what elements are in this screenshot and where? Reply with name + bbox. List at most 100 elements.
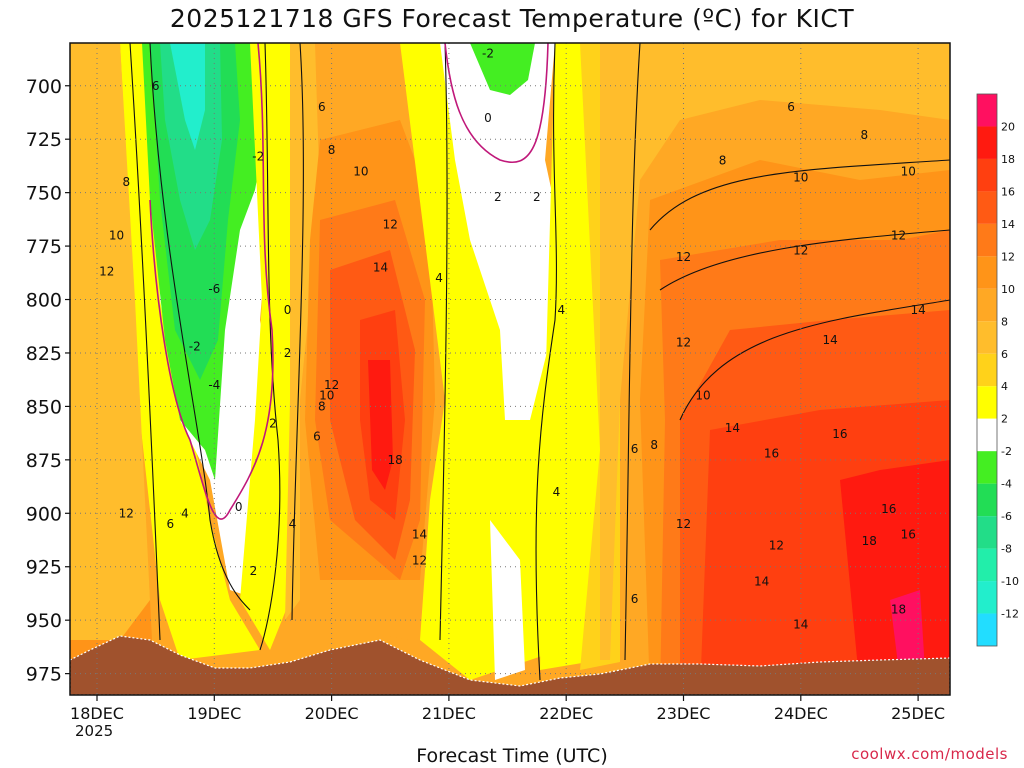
colorbar-label: 2 — [1001, 413, 1008, 426]
y-tick-label: 875 — [26, 450, 62, 472]
temperature-field — [70, 43, 950, 695]
colorbar-swatch — [977, 613, 997, 646]
plot-frame — [69, 42, 951, 696]
contour-label: 4 — [557, 303, 565, 317]
contour-label: 14 — [725, 421, 740, 435]
colorbar-frame — [976, 93, 998, 647]
colorbar-swatch — [977, 321, 997, 354]
colorbar-label: 16 — [1001, 185, 1015, 198]
contour-line-2 — [259, 43, 281, 651]
contour-line-4 — [439, 43, 448, 641]
colorbar-label: 14 — [1001, 218, 1015, 231]
contour-label: 6 — [318, 100, 326, 114]
contour-label: 0 — [235, 500, 243, 514]
y-tick-label: 725 — [26, 129, 62, 151]
field-cyan — [170, 43, 205, 150]
contour-label: 12 — [412, 553, 427, 567]
contour-label: 4 — [435, 271, 443, 285]
colorbar-swatch — [977, 451, 997, 484]
x-tick-label: 20DEC — [305, 704, 359, 723]
contour-label: 10 — [695, 389, 710, 403]
y-tick-label: 775 — [26, 236, 62, 258]
x-axis-label: Forecast Time (UTC) — [416, 745, 608, 767]
contour-label: 6 — [787, 100, 795, 114]
colorbar-label: -10 — [1001, 575, 1019, 588]
contour-line-3 — [291, 43, 304, 621]
terrain-surface — [70, 635, 950, 695]
contour-label: 10 — [793, 171, 808, 185]
contour-label: -4 — [208, 378, 220, 392]
colorbar-swatch — [977, 581, 997, 614]
contour-label: 16 — [901, 528, 916, 542]
colorbar-swatch — [977, 548, 997, 582]
contour-label: 4 — [289, 517, 297, 531]
colorbar-label: 20 — [1001, 120, 1015, 133]
contour-label: -6 — [208, 282, 220, 296]
contour-label: 12 — [891, 228, 906, 242]
field-east-20 — [890, 590, 925, 680]
colorbar-label: 18 — [1001, 153, 1015, 166]
contour-label: -2 — [189, 340, 201, 354]
colorbar-swatch — [977, 386, 997, 419]
contour-label: 12 — [793, 243, 808, 257]
contour-label: 12 — [119, 506, 134, 520]
x-tick-label: 18DEC — [70, 704, 124, 723]
contour-label: 12 — [676, 250, 691, 264]
contour-label: 8 — [123, 175, 131, 189]
y-tick-label: 800 — [26, 290, 62, 312]
y-tick-label: 850 — [26, 396, 62, 418]
contour-label: 12 — [99, 265, 114, 279]
contour-line-5 — [535, 43, 557, 681]
field-green-21dec — [470, 43, 535, 95]
contour-label: 4 — [181, 506, 189, 520]
x-tick-label: 24DEC — [774, 704, 828, 723]
contour-label: 6 — [313, 429, 321, 443]
contour-label: 18 — [891, 602, 906, 616]
y-tick-label: 750 — [26, 183, 62, 205]
x-tick-label: 22DEC — [539, 704, 593, 723]
contour-label: 8 — [861, 128, 869, 142]
contour-label: 2 — [494, 190, 502, 204]
contour-line-6 — [624, 43, 641, 661]
field-white-lower — [490, 520, 525, 680]
contour-label: 12 — [676, 335, 691, 349]
contour-line-0 — [129, 43, 161, 641]
colorbar-swatch — [977, 126, 997, 159]
contour-label: 8 — [318, 399, 326, 413]
contour-label: 10 — [901, 164, 916, 178]
y-tick-label: 825 — [26, 343, 62, 365]
contour-label: 8 — [328, 143, 336, 157]
contour-label: 2 — [269, 417, 277, 431]
contour-line-7 — [649, 159, 950, 231]
x-axis-year-label: 2025 — [75, 722, 114, 740]
grid — [70, 43, 950, 695]
contour-label: 0 — [284, 303, 292, 317]
y-tick-label: 700 — [26, 76, 62, 98]
chart-title: 2025121718 GFS Forecast Temperature (ºC)… — [169, 4, 855, 33]
colorbar-label: -6 — [1001, 510, 1012, 523]
y-tick-label: 950 — [26, 610, 62, 632]
contour-label: 8 — [719, 154, 727, 168]
x-axis: 18DEC 19DEC 20DEC 21DEC 22DEC 23DEC 24DEC 25DEC — [70, 695, 945, 723]
colorbar-swatch — [977, 191, 997, 224]
field-warm-18 — [368, 360, 393, 490]
contour-label: 18 — [387, 453, 402, 467]
y-axis: 700 725 750 775 800 825 850 875 900 925 950 975 — [26, 76, 70, 686]
contour-label: 12 — [324, 378, 339, 392]
colorbar-swatch — [977, 353, 997, 387]
contour-label: 2 — [284, 346, 292, 360]
colorbar-label: 10 — [1001, 283, 1015, 296]
x-tick-label: 23DEC — [657, 704, 711, 723]
colorbar-swatch — [977, 158, 997, 192]
contour-line-8 — [659, 229, 950, 291]
colorbar-swatch — [977, 516, 997, 549]
field-white-21dec — [440, 43, 560, 420]
contour-line-1 — [149, 43, 251, 611]
colorbar-swatch — [977, 223, 997, 257]
credit-link[interactable]: coolwx.com/models — [851, 745, 1008, 763]
contour-label: 0 — [484, 111, 492, 125]
y-tick-label: 925 — [26, 557, 62, 579]
x-tick-label: 19DEC — [187, 704, 241, 723]
contour-label: 14 — [754, 575, 769, 589]
